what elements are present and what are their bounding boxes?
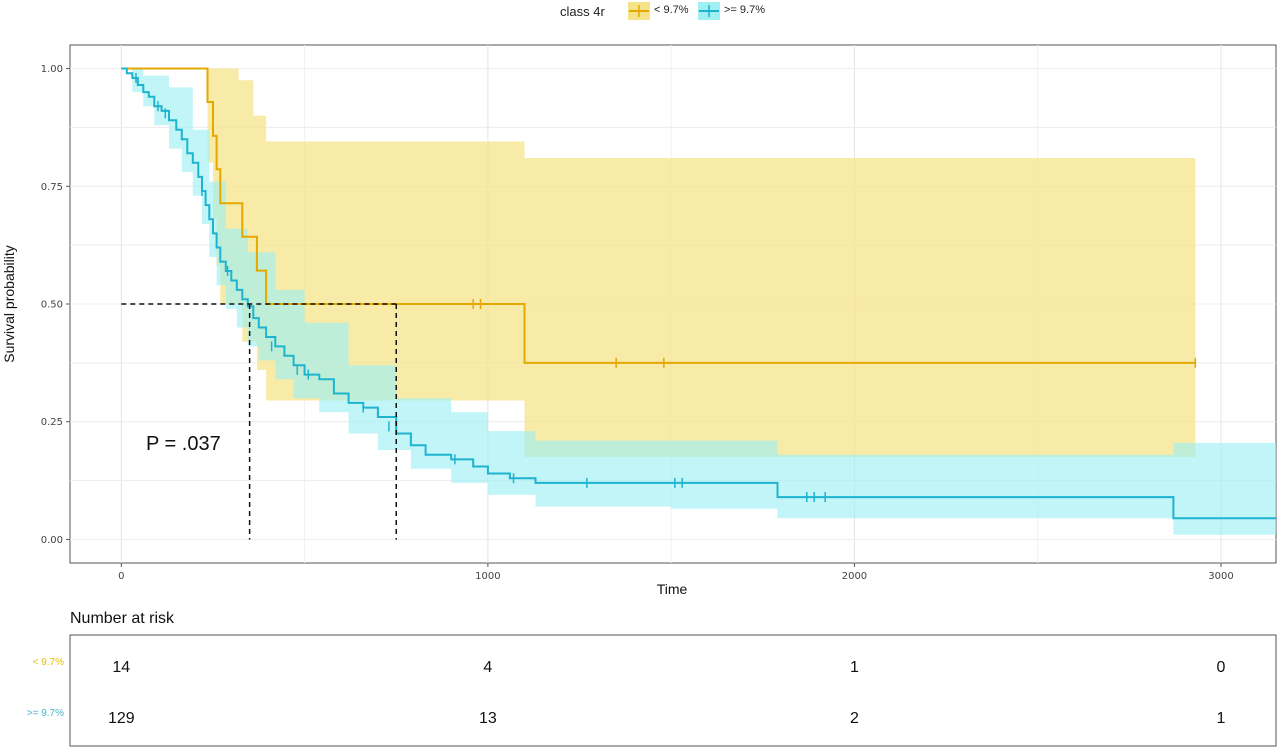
legend-label-low: < 9.7% — [654, 4, 689, 16]
x-tick-label: 0 — [118, 571, 124, 582]
legend-key-high-icon — [698, 2, 720, 20]
risk-cell: 129 — [108, 710, 135, 727]
y-tick-label: 0.75 — [41, 182, 63, 193]
risk-cell: 13 — [479, 710, 497, 727]
legend-title: class 4r — [560, 4, 605, 19]
y-tick-label: 0.00 — [41, 535, 63, 546]
p-value: P = .037 — [146, 433, 221, 455]
survival-curve-1 — [121, 67, 1276, 520]
risk-cell: 0 — [1217, 659, 1226, 676]
x-tick-label: 3000 — [1208, 571, 1233, 582]
y-tick-label: 0.25 — [41, 417, 63, 428]
y-axis-title: Survival probability — [1, 245, 17, 363]
y-tick-label: 0.50 — [41, 300, 63, 311]
legend-label-high: >= 9.7% — [724, 4, 765, 16]
x-tick-label: 2000 — [842, 571, 867, 582]
y-tick-label: 1.00 — [41, 64, 63, 75]
censor-marks — [135, 72, 1197, 503]
confidence-band-0 — [121, 68, 1196, 457]
risk-row-label: < 9.7% — [33, 657, 65, 668]
legend-key-low-icon — [628, 2, 650, 20]
survival-curves — [121, 67, 1276, 520]
risk-table-panel — [69, 634, 1277, 747]
x-axis-title: Time — [657, 581, 688, 597]
axis-ticks: 0 1000 2000 3000 0.00 0.25 0.50 0.75 1.00 — [41, 64, 1234, 582]
confidence-band-1 — [121, 68, 1276, 535]
survival-curve-0 — [121, 67, 1196, 364]
risk-table-title: Number at risk — [70, 610, 175, 627]
median-lines — [121, 303, 397, 540]
legend: class 4r < 9.7% >= 9.7% — [0, 0, 1280, 28]
x-tick-label: 1000 — [475, 571, 500, 582]
risk-cell: 2 — [850, 710, 859, 727]
risk-table: < 9.7% 14 4 1 0 >= 9.7% 129 13 2 1 — [27, 657, 1226, 727]
risk-cell: 1 — [850, 659, 859, 676]
risk-cell: 4 — [483, 659, 492, 676]
risk-row-label: >= 9.7% — [27, 708, 64, 719]
risk-cell: 14 — [112, 659, 130, 676]
confidence-bands — [121, 68, 1276, 535]
risk-cell: 1 — [1217, 710, 1226, 727]
